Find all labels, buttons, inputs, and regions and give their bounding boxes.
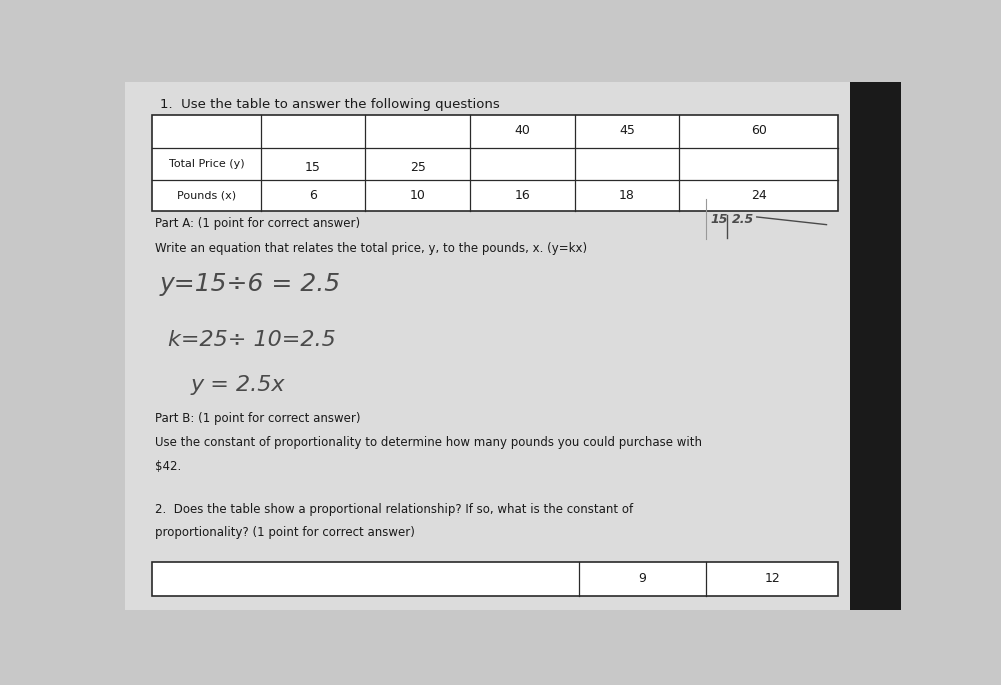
Text: y = 2.5x: y = 2.5x bbox=[191, 375, 285, 395]
Bar bbox=[846, 82, 901, 610]
Text: 25: 25 bbox=[409, 161, 425, 174]
Text: Pounds (x): Pounds (x) bbox=[177, 190, 236, 201]
Text: 10: 10 bbox=[409, 189, 425, 202]
Text: proportionality? (1 point for correct answer): proportionality? (1 point for correct an… bbox=[154, 527, 414, 540]
Text: 12: 12 bbox=[765, 573, 780, 586]
Text: 2.5: 2.5 bbox=[732, 213, 754, 226]
Text: 15: 15 bbox=[305, 161, 321, 174]
Text: k=25÷ 10=2.5: k=25÷ 10=2.5 bbox=[168, 330, 335, 350]
Text: Part B: (1 point for correct answer): Part B: (1 point for correct answer) bbox=[154, 412, 360, 425]
Text: 40: 40 bbox=[515, 124, 531, 137]
Text: Use the constant of proportionality to determine how many pounds you could purch: Use the constant of proportionality to d… bbox=[154, 436, 702, 449]
Text: Part A: (1 point for correct answer): Part A: (1 point for correct answer) bbox=[154, 217, 359, 230]
Text: $42.: $42. bbox=[154, 460, 181, 473]
Text: 24: 24 bbox=[751, 189, 767, 202]
Text: y=15÷6 = 2.5: y=15÷6 = 2.5 bbox=[160, 273, 341, 297]
Text: 16: 16 bbox=[515, 189, 531, 202]
Text: 1.  Use the table to answer the following questions: 1. Use the table to answer the following… bbox=[160, 97, 499, 110]
Text: 2.  Does the table show a proportional relationship? If so, what is the constant: 2. Does the table show a proportional re… bbox=[154, 503, 633, 516]
Text: 18: 18 bbox=[619, 189, 635, 202]
Text: Total Price (y): Total Price (y) bbox=[169, 159, 244, 169]
Bar bbox=[152, 115, 838, 211]
Text: 9: 9 bbox=[639, 573, 647, 586]
Text: 15: 15 bbox=[711, 213, 728, 226]
Text: 45: 45 bbox=[619, 124, 635, 137]
Text: 60: 60 bbox=[751, 124, 767, 137]
Bar bbox=[152, 562, 838, 596]
Text: Write an equation that relates the total price, y, to the pounds, x. (y=kx): Write an equation that relates the total… bbox=[154, 242, 587, 255]
Text: 6: 6 bbox=[309, 189, 317, 202]
